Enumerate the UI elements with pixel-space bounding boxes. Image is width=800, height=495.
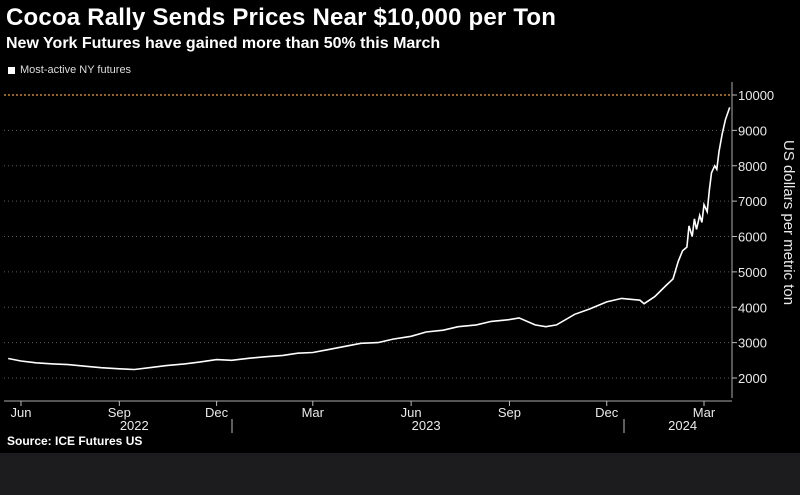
line-chart: 2000 3000 4000 5000 6000 7000 8000 9000 10000 Ju… — [4, 82, 797, 433]
bottom-band — [0, 453, 800, 495]
y-tick-label: 4000 — [738, 300, 767, 315]
x-tick-label: Mar — [693, 405, 716, 420]
y-tick-label: 5000 — [738, 265, 767, 280]
y-tick-label: 10000 — [738, 88, 774, 103]
chart-subtitle: New York Futures have gained more than 5… — [6, 35, 441, 52]
series-line — [8, 107, 731, 371]
y-tick-label: 7000 — [738, 194, 767, 209]
legend-label: Most-active NY futures — [20, 64, 132, 76]
x-tick-label: Sep — [108, 405, 131, 420]
y-axis-label: US dollars per metric ton — [780, 140, 797, 305]
year-label: 2024 — [668, 418, 697, 433]
year-labels: 2022 2023 2024 — [120, 418, 697, 433]
y-tick-label: 9000 — [738, 123, 767, 138]
x-tick-labels: Jun Sep Dec Mar Jun Sep Dec Mar — [11, 401, 716, 433]
x-tick-label: Sep — [498, 405, 521, 420]
year-label: 2023 — [412, 418, 441, 433]
source-note: Source: ICE Futures US — [7, 434, 143, 448]
y-tick-label: 6000 — [738, 230, 767, 245]
legend-swatch — [8, 66, 15, 74]
gridlines — [4, 129, 732, 379]
x-tick-label: Jun — [11, 405, 32, 420]
x-tick-label: Mar — [302, 405, 325, 420]
x-tick-label: Jun — [401, 405, 422, 420]
y-tick-labels: 2000 3000 4000 5000 6000 7000 8000 9000 10000 — [732, 88, 774, 386]
axes — [4, 82, 733, 402]
x-tick-label: Dec — [595, 405, 619, 420]
y-tick-label: 2000 — [738, 371, 767, 386]
x-tick-label: Dec — [205, 405, 229, 420]
legend: Most-active NY futures — [8, 64, 131, 76]
y-tick-label: 3000 — [738, 336, 767, 351]
year-label: 2022 — [120, 418, 149, 433]
chart-title: Cocoa Rally Sends Prices Near $10,000 pe… — [6, 4, 557, 31]
y-tick-label: 8000 — [738, 159, 767, 174]
